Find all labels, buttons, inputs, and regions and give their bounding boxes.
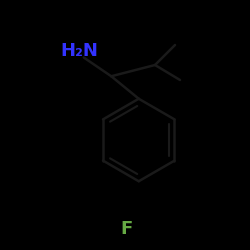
Text: H₂N: H₂N <box>60 42 98 60</box>
Text: F: F <box>120 220 132 238</box>
